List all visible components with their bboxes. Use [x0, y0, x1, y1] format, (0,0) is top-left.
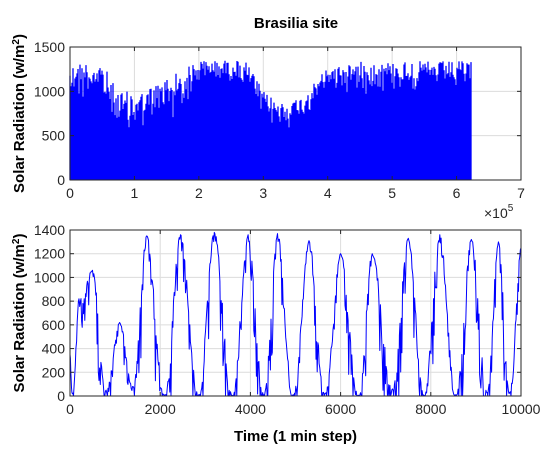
top-x-tick-label: 2 [195, 185, 203, 201]
top-x-scale-exponent: ×105 [484, 203, 514, 221]
bot-x-tick-label: 6000 [325, 401, 356, 417]
bottom-y-label-close: ) [11, 234, 28, 239]
top-x-tick-label: 1 [131, 185, 139, 201]
bot-y-tick-label: 600 [42, 317, 66, 333]
bottom-plot: 0 2000 4000 6000 8000 10000 0 200 400 600 800 1000… [11, 222, 541, 445]
top-x-tick-label: 0 [66, 185, 74, 201]
x-scale-exp: 5 [508, 203, 514, 214]
chart-title: Brasilia site [254, 15, 338, 32]
bot-y-tick-label: 1000 [34, 269, 65, 285]
bot-x-tick-label: 8000 [415, 401, 446, 417]
top-x-tick-label: 6 [453, 185, 461, 201]
top-y-tick-label: 500 [42, 128, 66, 144]
bot-x-tick-label: 4000 [235, 401, 266, 417]
bottom-x-axis-label: Time (1 min step) [234, 428, 357, 445]
top-x-tick-label: 5 [388, 185, 396, 201]
bottom-series-radiation [69, 231, 522, 397]
bot-y-tick-label: 200 [42, 364, 66, 380]
bot-x-tick-label: 0 [66, 401, 74, 417]
bot-x-tick-label: 2000 [145, 401, 176, 417]
top-series-radiation [69, 60, 472, 180]
bottom-y-ticks: 0 200 400 600 800 1000 1200 1400 [34, 222, 521, 404]
bot-y-tick-label: 1400 [34, 222, 65, 238]
bot-y-tick-label: 0 [57, 388, 65, 404]
top-axes-box [69, 46, 522, 181]
top-y-axis-label: Solar Radiation (w/m2) [11, 34, 29, 193]
top-y-label-main: Solar Radiation (w/m [11, 45, 28, 193]
top-x-tick-label: 7 [517, 185, 525, 201]
top-y-label-close: ) [11, 34, 28, 39]
top-x-tick-label: 3 [259, 185, 267, 201]
bot-y-tick-label: 1200 [34, 246, 65, 262]
top-y-label-sup: 2 [11, 39, 22, 45]
top-x-tick-label: 4 [324, 185, 332, 201]
bottom-y-label-main: Solar Radiation (w/m [11, 244, 28, 392]
bottom-y-axis-label: Solar Radiation (w/m2) [11, 234, 29, 393]
bot-y-tick-label: 800 [42, 293, 66, 309]
bottom-axes-box [69, 229, 522, 397]
top-radiation-fill [70, 90, 471, 180]
top-y-tick-label: 1000 [34, 83, 65, 99]
bottom-y-label-sup: 2 [11, 238, 22, 244]
bottom-x-ticks: 0 2000 4000 6000 8000 10000 [66, 230, 541, 417]
x-scale-base: ×10 [484, 205, 508, 221]
top-y-tick-label: 0 [57, 172, 65, 188]
bottom-plot-area [70, 230, 521, 396]
top-x-ticks: 0 1 2 3 4 5 6 7 [66, 47, 525, 201]
bot-y-tick-label: 400 [42, 341, 66, 357]
top-y-tick-label: 1500 [34, 39, 65, 55]
bot-x-tick-label: 10000 [502, 401, 541, 417]
top-plot: 0 1 2 3 4 5 6 7 0 500 1000 1500 Solar Radiation (w… [11, 34, 526, 221]
top-y-ticks: 0 500 1000 1500 [34, 39, 521, 188]
